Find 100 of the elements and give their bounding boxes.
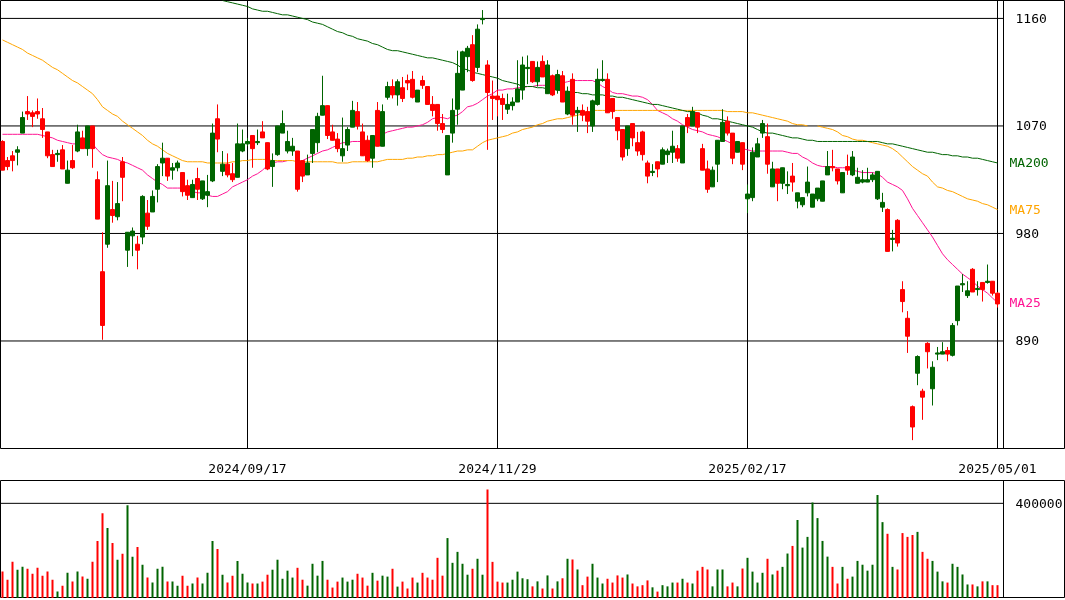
candlestick bbox=[250, 135, 255, 169]
bar bbox=[781, 566, 784, 598]
bar bbox=[776, 570, 779, 598]
candlestick bbox=[915, 354, 920, 386]
bar bbox=[611, 582, 614, 598]
bar bbox=[161, 566, 164, 598]
bar bbox=[76, 571, 79, 598]
bar bbox=[356, 573, 359, 598]
bar bbox=[566, 558, 569, 598]
bar bbox=[771, 574, 774, 598]
bar bbox=[141, 564, 144, 598]
y-tick-label: 1160 bbox=[1015, 10, 1047, 26]
candlestick bbox=[975, 280, 980, 297]
candlestick bbox=[65, 160, 70, 184]
candlestick bbox=[770, 161, 775, 188]
candlestick bbox=[980, 281, 985, 303]
candlestick bbox=[645, 160, 650, 184]
bar bbox=[956, 566, 959, 598]
y-tick-label: 1070 bbox=[1015, 118, 1047, 134]
bar bbox=[941, 581, 944, 598]
bar bbox=[636, 586, 639, 598]
bar bbox=[546, 575, 549, 598]
bar bbox=[966, 584, 969, 598]
bar bbox=[466, 574, 469, 598]
bar bbox=[496, 581, 499, 598]
candlestick bbox=[340, 117, 345, 163]
candlestick bbox=[710, 166, 715, 188]
bar bbox=[336, 581, 339, 598]
candlestick bbox=[625, 125, 630, 157]
candlestick bbox=[135, 235, 140, 270]
candlestick bbox=[530, 60, 535, 84]
bar bbox=[166, 581, 169, 598]
bar bbox=[836, 583, 839, 598]
candlestick bbox=[930, 360, 935, 406]
bar bbox=[241, 573, 244, 598]
bar bbox=[86, 578, 89, 598]
bar bbox=[201, 583, 204, 598]
candlestick bbox=[305, 154, 310, 176]
bar bbox=[751, 571, 754, 598]
bar bbox=[26, 568, 29, 598]
bar bbox=[476, 558, 479, 598]
bar bbox=[621, 577, 624, 598]
candlestick bbox=[160, 142, 165, 177]
candlestick bbox=[400, 76, 405, 103]
bar bbox=[291, 577, 294, 598]
bar bbox=[806, 536, 809, 598]
bar bbox=[961, 574, 964, 598]
candlestick bbox=[270, 152, 275, 188]
candlestick bbox=[145, 199, 150, 231]
bar bbox=[916, 531, 919, 598]
x-tick-label: 2024/11/29 bbox=[458, 460, 537, 476]
bar bbox=[666, 586, 669, 598]
bar bbox=[91, 561, 94, 598]
bar bbox=[981, 581, 984, 598]
bar bbox=[971, 584, 974, 598]
bar bbox=[431, 579, 434, 598]
bar bbox=[311, 563, 314, 598]
bar bbox=[881, 522, 884, 598]
bar bbox=[856, 560, 859, 598]
bar bbox=[531, 586, 534, 598]
bar bbox=[71, 581, 74, 598]
bar bbox=[306, 585, 309, 598]
candlestick bbox=[830, 149, 835, 172]
candlestick bbox=[985, 264, 990, 285]
bar bbox=[486, 489, 489, 598]
bar bbox=[766, 558, 769, 598]
bar bbox=[976, 586, 979, 598]
bar bbox=[811, 502, 814, 598]
bar bbox=[731, 582, 734, 598]
candlestick bbox=[535, 60, 540, 88]
bar bbox=[151, 582, 154, 598]
bar bbox=[906, 536, 909, 598]
x-tick-label: 2025/05/01 bbox=[958, 460, 1037, 476]
bar bbox=[296, 567, 299, 598]
bar bbox=[136, 546, 139, 598]
bar bbox=[841, 566, 844, 598]
y-tick-label: 980 bbox=[1015, 225, 1039, 241]
bar bbox=[171, 581, 174, 598]
candlestick bbox=[120, 156, 125, 202]
bar bbox=[346, 581, 349, 598]
candlestick bbox=[575, 106, 580, 133]
bar bbox=[446, 538, 449, 598]
bar bbox=[991, 585, 994, 598]
bar bbox=[801, 547, 804, 598]
bar bbox=[986, 581, 989, 598]
bar bbox=[221, 574, 224, 598]
candlestick bbox=[70, 144, 75, 170]
candlestick bbox=[75, 124, 80, 153]
candlestick bbox=[390, 78, 395, 99]
bar bbox=[366, 585, 369, 598]
bar bbox=[626, 574, 629, 598]
bar bbox=[831, 566, 834, 598]
candlestick bbox=[85, 125, 90, 157]
bar bbox=[416, 582, 419, 598]
candlestick bbox=[780, 167, 785, 190]
bar bbox=[996, 585, 999, 598]
bar bbox=[921, 551, 924, 598]
candlestick bbox=[60, 144, 65, 170]
bar bbox=[536, 581, 539, 598]
candlestick bbox=[805, 166, 810, 197]
